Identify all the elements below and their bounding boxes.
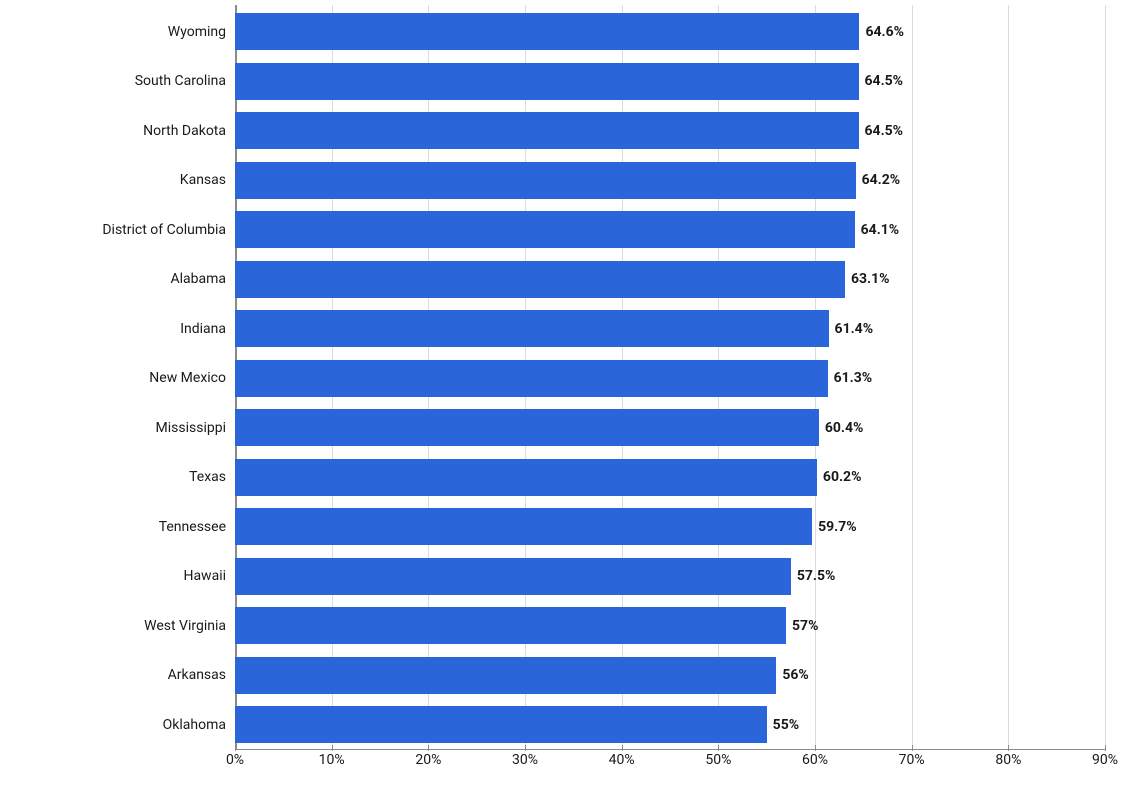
bar[interactable]: [235, 657, 776, 694]
bar-value-label: 64.6%: [865, 24, 904, 40]
y-axis-category-label: Alabama: [16, 271, 226, 287]
x-axis-tick-label: 80%: [995, 752, 1021, 768]
bar-value-label: 57.5%: [797, 568, 836, 584]
y-axis-category-label: Mississippi: [16, 420, 226, 436]
gridline: [1008, 5, 1009, 750]
x-axis-tick-label: 20%: [415, 752, 441, 768]
x-axis-tick-label: 70%: [899, 752, 925, 768]
bar-chart: 64.6% 64.5% 64.5% 64.2% 64.1% 63.1% 61.4% 61.3%…: [10, 0, 1116, 789]
bar-row: 60.2%: [235, 459, 861, 496]
y-axis-category-label: Kansas: [16, 172, 226, 188]
bar-row: 64.5%: [235, 112, 903, 149]
bar-row: 64.5%: [235, 63, 903, 100]
bar-row: 59.7%: [235, 508, 857, 545]
x-axis-tick-label: 90%: [1092, 752, 1118, 768]
bar-value-label: 64.5%: [865, 73, 904, 89]
bar-value-label: 63.1%: [851, 271, 890, 287]
y-axis-category-label: Texas: [16, 469, 226, 485]
x-tick-mark: [1105, 745, 1106, 751]
bar[interactable]: [235, 112, 859, 149]
bar-value-label: 56%: [782, 667, 808, 683]
bar[interactable]: [235, 607, 786, 644]
bar-row: 64.6%: [235, 13, 904, 50]
x-axis-tick-label: 30%: [512, 752, 538, 768]
x-axis-line: [235, 749, 1105, 750]
x-axis-tick-label: 40%: [609, 752, 635, 768]
bar-row: 57.5%: [235, 558, 835, 595]
y-axis-category-label: Hawaii: [16, 568, 226, 584]
x-tick-mark: [525, 745, 526, 751]
bar-value-label: 61.3%: [834, 370, 873, 386]
bar[interactable]: [235, 508, 812, 545]
bar[interactable]: [235, 706, 767, 743]
bar-value-label: 60.2%: [823, 469, 862, 485]
bar-row: 61.4%: [235, 310, 873, 347]
plot-area: 64.6% 64.5% 64.5% 64.2% 64.1% 63.1% 61.4% 61.3%…: [235, 5, 1105, 750]
bar-row: 63.1%: [235, 261, 889, 298]
bar-value-label: 55%: [773, 717, 799, 733]
y-axis-category-label: New Mexico: [16, 370, 226, 386]
x-tick-mark: [718, 745, 719, 751]
x-tick-mark: [815, 745, 816, 751]
bar[interactable]: [235, 261, 845, 298]
bar[interactable]: [235, 409, 819, 446]
bar[interactable]: [235, 310, 829, 347]
y-axis-category-label: South Carolina: [16, 73, 226, 89]
y-axis-category-label: Indiana: [16, 321, 226, 337]
x-axis-tick-label: 60%: [802, 752, 828, 768]
bar[interactable]: [235, 13, 859, 50]
bar-value-label: 64.5%: [865, 123, 904, 139]
x-axis-tick-label: 10%: [319, 752, 345, 768]
x-axis-tick-label: 50%: [705, 752, 731, 768]
bar[interactable]: [235, 360, 828, 397]
x-axis-tick-label: 0%: [226, 752, 244, 768]
y-axis-category-label: Arkansas: [16, 667, 226, 683]
x-tick-mark: [428, 745, 429, 751]
y-axis-category-label: District of Columbia: [16, 222, 226, 238]
x-tick-mark: [235, 745, 236, 751]
x-tick-mark: [912, 745, 913, 751]
bar-row: 64.2%: [235, 162, 900, 199]
bar-value-label: 64.2%: [862, 172, 901, 188]
gridline: [1105, 5, 1106, 750]
x-tick-mark: [1008, 745, 1009, 751]
bar-value-label: 64.1%: [861, 222, 900, 238]
y-axis-category-label: Oklahoma: [16, 717, 226, 733]
bar-value-label: 57%: [792, 618, 818, 634]
bar[interactable]: [235, 211, 855, 248]
x-tick-mark: [622, 745, 623, 751]
bar[interactable]: [235, 459, 817, 496]
bar-row: 57%: [235, 607, 818, 644]
bar-row: 55%: [235, 706, 799, 743]
bar[interactable]: [235, 162, 856, 199]
y-axis-category-label: Tennessee: [16, 519, 226, 535]
bar-row: 64.1%: [235, 211, 899, 248]
gridline: [912, 5, 913, 750]
bar-row: 61.3%: [235, 360, 872, 397]
bar-row: 60.4%: [235, 409, 863, 446]
y-axis-category-label: West Virginia: [16, 618, 226, 634]
bar-value-label: 61.4%: [835, 321, 874, 337]
x-tick-mark: [332, 745, 333, 751]
bar-value-label: 59.7%: [818, 519, 857, 535]
y-axis-category-label: North Dakota: [16, 123, 226, 139]
bar[interactable]: [235, 558, 791, 595]
bar[interactable]: [235, 63, 859, 100]
bar-value-label: 60.4%: [825, 420, 864, 436]
y-axis-category-label: Wyoming: [16, 24, 226, 40]
bar-row: 56%: [235, 657, 809, 694]
